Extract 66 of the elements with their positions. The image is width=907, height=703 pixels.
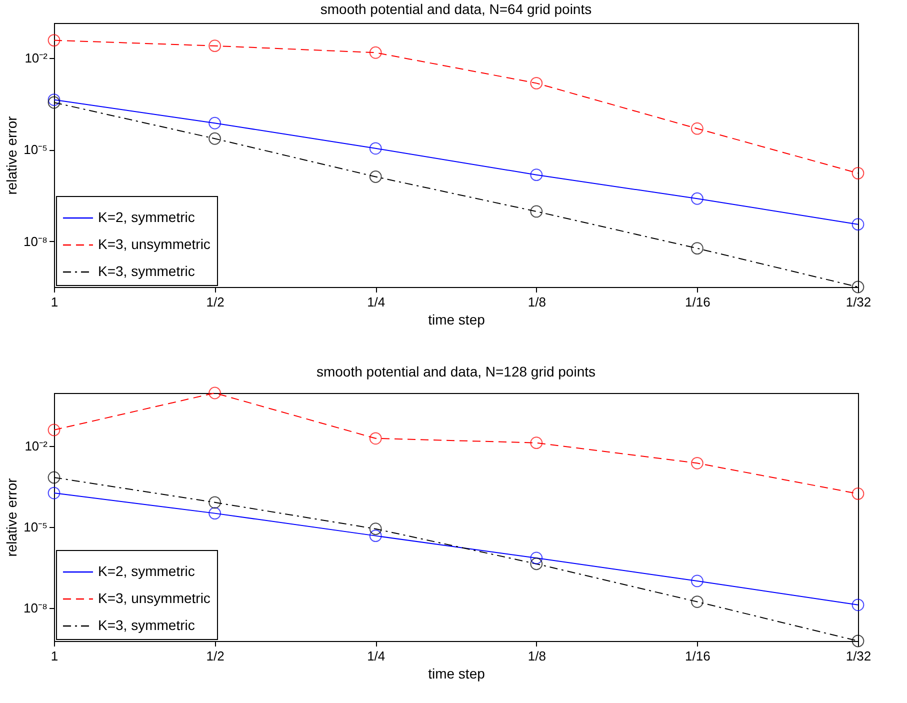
point <box>208 116 221 130</box>
point <box>48 94 60 106</box>
y-tick-label: 10⁻² <box>24 50 48 66</box>
y-tick-label: 10⁻⁸ <box>24 234 48 249</box>
point <box>852 634 864 648</box>
point <box>852 166 864 180</box>
point <box>691 596 704 608</box>
point <box>691 192 704 205</box>
y-tick-label: 10⁻² <box>24 438 48 454</box>
point <box>369 432 382 445</box>
legend-label: K=2, symmetric <box>98 209 195 225</box>
point <box>530 558 543 570</box>
point <box>369 170 382 183</box>
point <box>852 488 864 500</box>
point <box>369 142 382 155</box>
legend-label: K=2, symmetric <box>98 563 195 579</box>
point <box>530 205 543 218</box>
legend-label: K=3, unsymmetric <box>98 236 210 252</box>
point <box>530 436 543 450</box>
point <box>852 218 864 231</box>
legend-label: K=3, symmetric <box>98 263 195 279</box>
legend-label: K=3, symmetric <box>98 617 195 633</box>
point <box>208 40 221 52</box>
y-axis-title: relative error <box>4 116 20 195</box>
point <box>48 424 60 436</box>
y-tick-label: 10⁻⁸ <box>24 600 48 616</box>
y-tick-label: 10⁻⁵ <box>24 519 48 534</box>
point <box>208 496 221 509</box>
point <box>369 530 382 542</box>
point <box>691 242 704 255</box>
point <box>852 280 864 294</box>
point <box>369 522 382 536</box>
x-axis-title: time step <box>428 666 486 682</box>
point <box>530 168 543 182</box>
x-tick-label: 1/2 <box>206 648 224 664</box>
x-tick-label: 1/32 <box>846 648 872 664</box>
point <box>208 132 221 145</box>
x-tick-label: 1/8 <box>528 648 546 664</box>
point <box>48 471 60 484</box>
x-tick-label: 1 <box>50 648 58 664</box>
x-axis-title: time step <box>428 312 486 328</box>
legend-label: K=3, unsymmetric <box>98 590 210 606</box>
x-tick-label: 1/16 <box>685 648 710 664</box>
point <box>48 486 60 500</box>
point <box>48 96 60 109</box>
y-tick-label: 10⁻⁵ <box>24 142 48 158</box>
x-tick-label: 1/16 <box>685 294 710 310</box>
point <box>208 507 221 520</box>
x-tick-label: 1/4 <box>367 648 386 664</box>
y-axis-title: relative error <box>4 478 20 557</box>
point <box>530 552 543 564</box>
point <box>208 386 221 400</box>
chart-title: smooth potential and data, N=64 grid points <box>320 1 592 17</box>
x-tick-label: 1/4 <box>367 294 386 310</box>
point <box>48 34 60 46</box>
x-tick-label: 1/2 <box>206 294 224 310</box>
point <box>691 456 704 470</box>
x-tick-label: 1 <box>50 294 58 310</box>
chart-title: smooth potential and data, N=128 grid points <box>316 363 596 380</box>
point <box>691 122 704 135</box>
x-tick-label: 1/32 <box>846 294 872 310</box>
point <box>852 598 864 612</box>
point <box>530 77 543 90</box>
x-tick-label: 1/8 <box>528 294 546 310</box>
point <box>369 46 382 59</box>
point <box>691 574 704 588</box>
